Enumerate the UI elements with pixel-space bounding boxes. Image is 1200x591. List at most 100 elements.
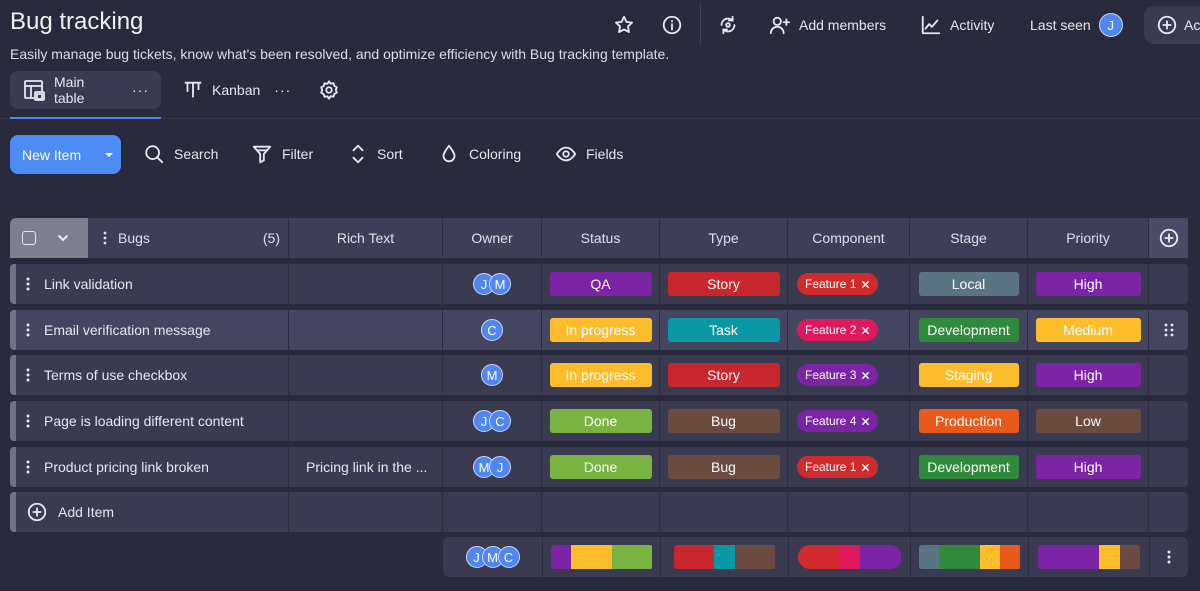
item-name-cell[interactable]: Page is loading different content	[16, 401, 288, 441]
column-header-owner[interactable]: Owner	[442, 218, 541, 258]
new-item-button[interactable]: New Item	[10, 135, 121, 174]
avatar[interactable]: C	[481, 319, 503, 341]
tab-kanban[interactable]: Kanban ···	[170, 71, 303, 109]
item-menu-icon[interactable]	[26, 460, 30, 474]
caret-down-icon[interactable]	[102, 148, 116, 162]
fields-button[interactable]: Fields	[555, 140, 623, 168]
add-item-row[interactable]: Add Item	[10, 492, 1188, 532]
component-cell[interactable]: Feature 1	[787, 264, 909, 304]
add-view-button[interactable]: Ac	[1144, 6, 1200, 44]
remove-tag-icon[interactable]	[861, 280, 870, 289]
remove-tag-icon[interactable]	[861, 417, 870, 426]
priority-cell[interactable]: Medium	[1027, 310, 1148, 350]
vertical-dots-icon[interactable]	[1167, 550, 1171, 564]
table-row[interactable]: Terms of use checkbox M In progress Stor…	[10, 355, 1188, 395]
stage-cell[interactable]: Production	[909, 401, 1027, 441]
sync-icon[interactable]	[715, 12, 741, 38]
row-action-cell[interactable]	[1148, 447, 1188, 487]
avatar[interactable]: M	[489, 273, 511, 295]
coloring-button[interactable]: Coloring	[438, 140, 521, 168]
component-cell[interactable]: Feature 4	[787, 401, 909, 441]
item-name-cell[interactable]: Email verification message	[16, 310, 288, 350]
priority-cell[interactable]: Low	[1027, 401, 1148, 441]
select-all-control[interactable]	[10, 218, 88, 258]
row-action-cell[interactable]	[1148, 355, 1188, 395]
more-dots-icon[interactable]: ···	[132, 82, 149, 98]
item-menu-icon[interactable]	[26, 368, 30, 382]
drag-handle-icon[interactable]	[102, 231, 108, 245]
remove-tag-icon[interactable]	[861, 326, 870, 335]
select-all-checkbox[interactable]	[22, 231, 36, 245]
more-dots-icon[interactable]: ···	[274, 82, 292, 98]
remove-tag-icon[interactable]	[861, 463, 870, 472]
add-item-button[interactable]: Add Item	[16, 492, 288, 532]
drag-grip-icon[interactable]	[1164, 323, 1174, 337]
item-name-cell[interactable]: Link validation	[16, 264, 288, 304]
stage-cell[interactable]: Development	[909, 310, 1027, 350]
item-menu-icon[interactable]	[26, 414, 30, 428]
type-cell[interactable]: Bug	[659, 447, 787, 487]
chevron-down-icon[interactable]	[56, 231, 70, 245]
add-column-button[interactable]	[1148, 218, 1188, 258]
owner-cell[interactable]: M	[442, 355, 541, 395]
item-menu-icon[interactable]	[26, 277, 30, 291]
component-cell[interactable]: Feature 2	[787, 310, 909, 350]
item-name-cell[interactable]: Product pricing link broken	[16, 447, 288, 487]
avatar[interactable]: J	[489, 456, 511, 478]
item-menu-icon[interactable]	[26, 323, 30, 337]
info-icon[interactable]	[659, 12, 685, 38]
rich-text-cell[interactable]: Pricing link in the ...	[288, 447, 442, 487]
priority-cell[interactable]: High	[1027, 447, 1148, 487]
filter-button[interactable]: Filter	[251, 140, 313, 168]
status-cell[interactable]: In progress	[541, 310, 659, 350]
table-row[interactable]: Email verification message C In progress…	[10, 310, 1188, 350]
status-cell[interactable]: Done	[541, 401, 659, 441]
type-cell[interactable]: Story	[659, 264, 787, 304]
star-icon[interactable]	[611, 12, 637, 38]
sort-button[interactable]: Sort	[348, 140, 403, 168]
gear-icon[interactable]	[316, 77, 342, 103]
stage-cell[interactable]: Local	[909, 264, 1027, 304]
row-action-cell[interactable]	[1148, 310, 1188, 350]
add-members-button[interactable]: Add members	[769, 12, 886, 38]
column-header-priority[interactable]: Priority	[1027, 218, 1148, 258]
rich-text-cell[interactable]	[288, 401, 442, 441]
component-cell[interactable]: Feature 1	[787, 447, 909, 487]
type-cell[interactable]: Story	[659, 355, 787, 395]
summary-more[interactable]	[1149, 537, 1188, 577]
priority-cell[interactable]: High	[1027, 355, 1148, 395]
stage-cell[interactable]: Staging	[909, 355, 1027, 395]
owner-cell[interactable]: C	[442, 310, 541, 350]
status-cell[interactable]: QA	[541, 264, 659, 304]
activity-button[interactable]: Activity	[920, 12, 994, 38]
rich-text-cell[interactable]	[288, 264, 442, 304]
component-cell[interactable]: Feature 3	[787, 355, 909, 395]
row-action-cell[interactable]	[1148, 264, 1188, 304]
status-cell[interactable]: In progress	[541, 355, 659, 395]
column-header-status[interactable]: Status	[541, 218, 659, 258]
search-button[interactable]: Search	[143, 140, 218, 168]
last-seen-button[interactable]: Last seen J	[1030, 12, 1123, 38]
item-name-cell[interactable]: Terms of use checkbox	[16, 355, 288, 395]
tab-main-table[interactable]: Main table ···	[10, 71, 161, 109]
table-row[interactable]: Product pricing link broken Pricing link…	[10, 447, 1188, 487]
rich-text-cell[interactable]	[288, 355, 442, 395]
priority-cell[interactable]: High	[1027, 264, 1148, 304]
column-header-bugs[interactable]: Bugs (5)	[88, 218, 288, 258]
status-cell[interactable]: Done	[541, 447, 659, 487]
avatar[interactable]: M	[481, 364, 503, 386]
avatar[interactable]: C	[489, 410, 511, 432]
type-cell[interactable]: Task	[659, 310, 787, 350]
stage-cell[interactable]: Development	[909, 447, 1027, 487]
rich-text-cell[interactable]	[288, 310, 442, 350]
column-header-type[interactable]: Type	[659, 218, 787, 258]
type-cell[interactable]: Bug	[659, 401, 787, 441]
row-action-cell[interactable]	[1148, 401, 1188, 441]
column-header-rich-text[interactable]: Rich Text	[288, 218, 442, 258]
column-header-stage[interactable]: Stage	[909, 218, 1027, 258]
